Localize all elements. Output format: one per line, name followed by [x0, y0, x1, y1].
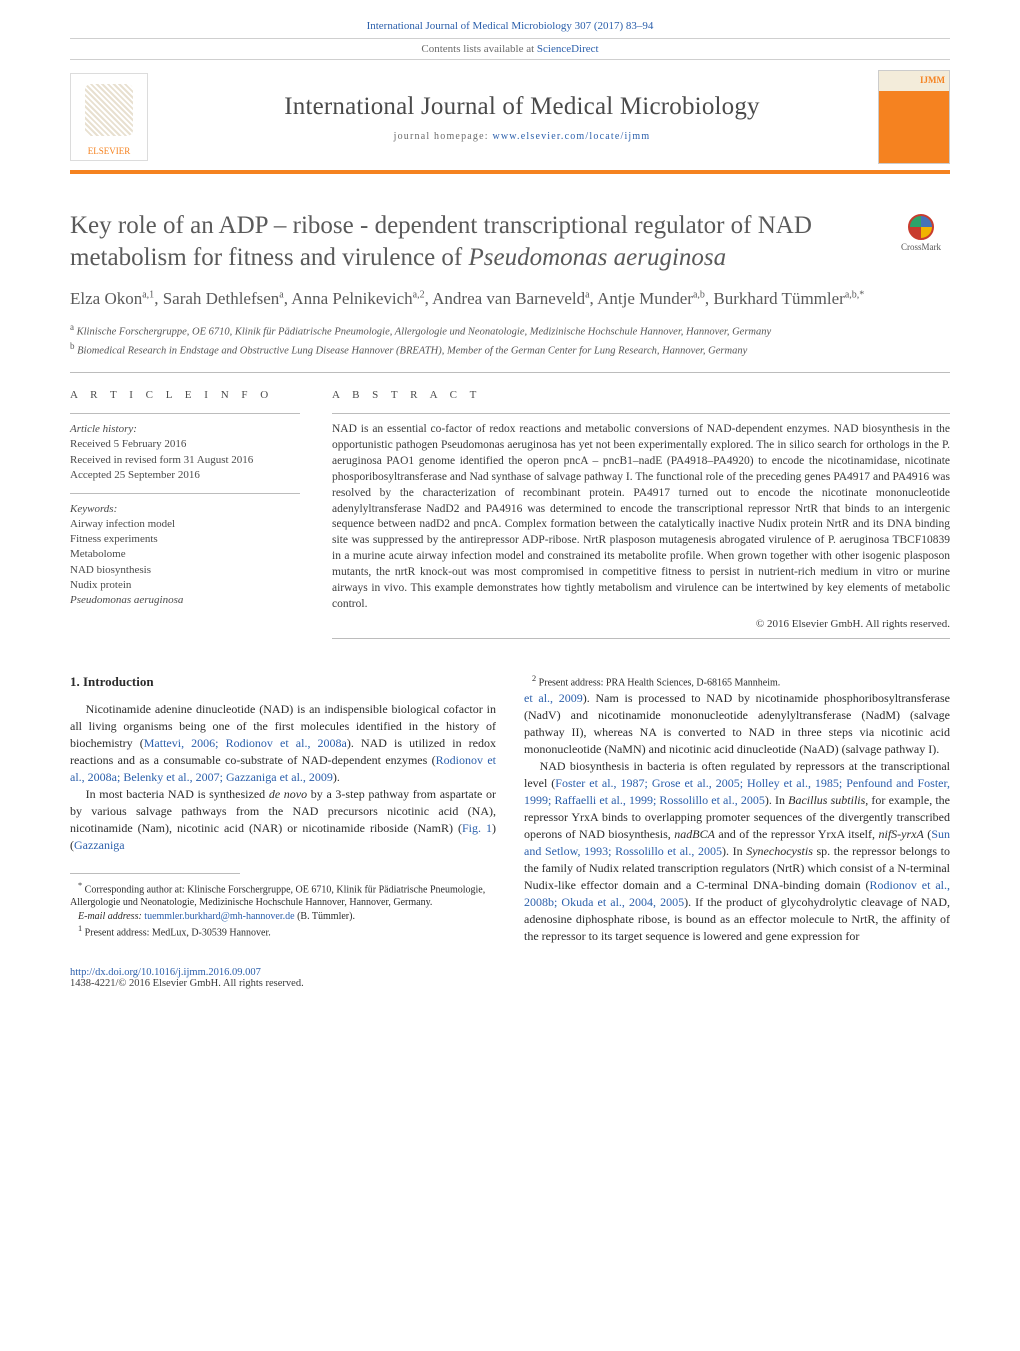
affiliation-a-text: Klinische Forschergruppe, OE 6710, Klini… [77, 326, 772, 337]
affiliations: a Klinische Forschergruppe, OE 6710, Kli… [70, 321, 950, 358]
citation-header: International Journal of Medical Microbi… [0, 0, 1020, 38]
footnote-rule [70, 873, 240, 874]
t: ). In [722, 844, 746, 858]
masthead: ELSEVIER International Journal of Medica… [70, 60, 950, 174]
t: Present address: MedLux, D-30539 Hannove… [85, 928, 271, 939]
crossmark-badge[interactable]: CrossMark [892, 214, 950, 252]
history-accepted: Accepted 25 September 2016 [70, 468, 300, 483]
divider-rule [70, 372, 950, 373]
intro-para-1: Nicotinamide adenine dinucleotide (NAD) … [70, 701, 496, 786]
crossmark-label: CrossMark [901, 242, 941, 252]
italic: Synechocystis [746, 844, 813, 858]
elsevier-logo: ELSEVIER [70, 73, 148, 161]
t: ). In [765, 793, 788, 807]
keyword-italic: Pseudomonas aeruginosa [70, 594, 183, 606]
history-received: Received 5 February 2016 [70, 437, 300, 452]
intro-para-2: In most bacteria NAD is synthesized de n… [70, 786, 496, 854]
issn-line: 1438-4221/© 2016 Elsevier GmbH. All righ… [70, 978, 304, 989]
article-info-heading: A R T I C L E I N F O [70, 389, 300, 401]
footnote-2: 2 Present address: PRA Health Sciences, … [524, 673, 950, 690]
keyword: Pseudomonas aeruginosa [70, 593, 300, 608]
t: Corresponding author at: Klinische Forsc… [70, 884, 485, 909]
ref-link[interactable]: et al., 2009 [524, 691, 583, 705]
email-line: E-mail address: tuemmler.burkhard@mh-han… [70, 910, 496, 924]
title-italic: Pseudomonas aeruginosa [469, 244, 727, 271]
italic: de novo [269, 787, 307, 801]
abstract-body: NAD is an essential co-factor of redox r… [332, 413, 950, 638]
homepage-prefix: journal homepage: [394, 131, 493, 142]
keywords-block: Keywords: Airway infection model Fitness… [70, 493, 300, 618]
abstract-heading: A B S T R A C T [332, 389, 950, 401]
t: ). [333, 770, 340, 784]
article-info-column: A R T I C L E I N F O Article history: R… [70, 389, 300, 638]
abstract-text: NAD is an essential co-factor of redox r… [332, 423, 950, 609]
journal-homepage: journal homepage: www.elsevier.com/locat… [166, 131, 878, 142]
journal-cover-thumb [878, 70, 950, 164]
affiliation-a: a Klinische Forschergruppe, OE 6710, Kli… [70, 321, 950, 340]
keyword: Nudix protein [70, 578, 300, 593]
keyword: Airway infection model [70, 517, 300, 532]
t: (B. Tümmler). [295, 911, 355, 922]
italic: nifS-yrxA [879, 827, 924, 841]
citation-link[interactable]: International Journal of Medical Microbi… [367, 20, 654, 32]
masthead-center: International Journal of Medical Microbi… [166, 93, 878, 142]
italic: Bacillus subtilis [788, 793, 865, 807]
ref-link[interactable]: Mattevi, 2006; Rodionov et al., 2008a [144, 736, 347, 750]
fig-link[interactable]: Fig. 1 [462, 821, 492, 835]
footnote-1: 1 Present address: MedLux, D-30539 Hanno… [70, 923, 496, 940]
homepage-link[interactable]: www.elsevier.com/locate/ijmm [492, 131, 650, 142]
authors-line: Elza Okona,1, Sarah Dethlefsena, Anna Pe… [70, 288, 950, 311]
affiliation-b-text: Biomedical Research in Endstage and Obst… [77, 345, 747, 356]
abstract-column: A B S T R A C T NAD is an essential co-f… [332, 389, 950, 638]
t: ). Nam is processed to NAD by nicotinami… [524, 691, 950, 756]
crossmark-icon [908, 214, 934, 240]
page-footer: http://dx.doi.org/10.1016/j.ijmm.2016.09… [70, 967, 950, 989]
journal-title: International Journal of Medical Microbi… [166, 93, 878, 121]
doi-link[interactable]: http://dx.doi.org/10.1016/j.ijmm.2016.09… [70, 967, 261, 978]
keyword: Metabolome [70, 547, 300, 562]
t: In most bacteria NAD is synthesized [86, 787, 269, 801]
intro-para-3: et al., 2009). Nam is processed to NAD b… [524, 690, 950, 758]
email-label: E-mail address: [78, 911, 144, 922]
section-heading-intro: 1. Introduction [70, 673, 496, 691]
t: and of the repressor YrxA itself, [715, 827, 879, 841]
contents-prefix: Contents lists available at [421, 43, 536, 55]
corresponding-author: * Corresponding author at: Klinische For… [70, 880, 496, 910]
keyword: NAD biosynthesis [70, 563, 300, 578]
ref-link[interactable]: Gazzaniga [74, 838, 125, 852]
keywords-label: Keywords: [70, 502, 300, 517]
keyword: Fitness experiments [70, 532, 300, 547]
body-columns: 1. Introduction Nicotinamide adenine din… [70, 673, 950, 945]
abstract-copyright: © 2016 Elsevier GmbH. All rights reserve… [332, 613, 950, 632]
article-title: Key role of an ADP – ribose - dependent … [70, 210, 874, 274]
email-link[interactable]: tuemmler.burkhard@mh-hannover.de [144, 911, 294, 922]
article-history-block: Article history: Received 5 February 201… [70, 413, 300, 493]
intro-para-4: NAD biosynthesis in bacteria is often re… [524, 758, 950, 945]
italic: nadBCA [674, 827, 715, 841]
history-label: Article history: [70, 422, 300, 437]
sup: * [78, 881, 82, 890]
t: Present address: PRA Health Sciences, D-… [539, 677, 781, 688]
history-revised: Received in revised form 31 August 2016 [70, 453, 300, 468]
contents-bar: Contents lists available at ScienceDirec… [70, 38, 950, 60]
affiliation-b: b Biomedical Research in Endstage and Ob… [70, 340, 950, 359]
sciencedirect-link[interactable]: ScienceDirect [537, 43, 599, 55]
publisher-name: ELSEVIER [88, 146, 131, 156]
